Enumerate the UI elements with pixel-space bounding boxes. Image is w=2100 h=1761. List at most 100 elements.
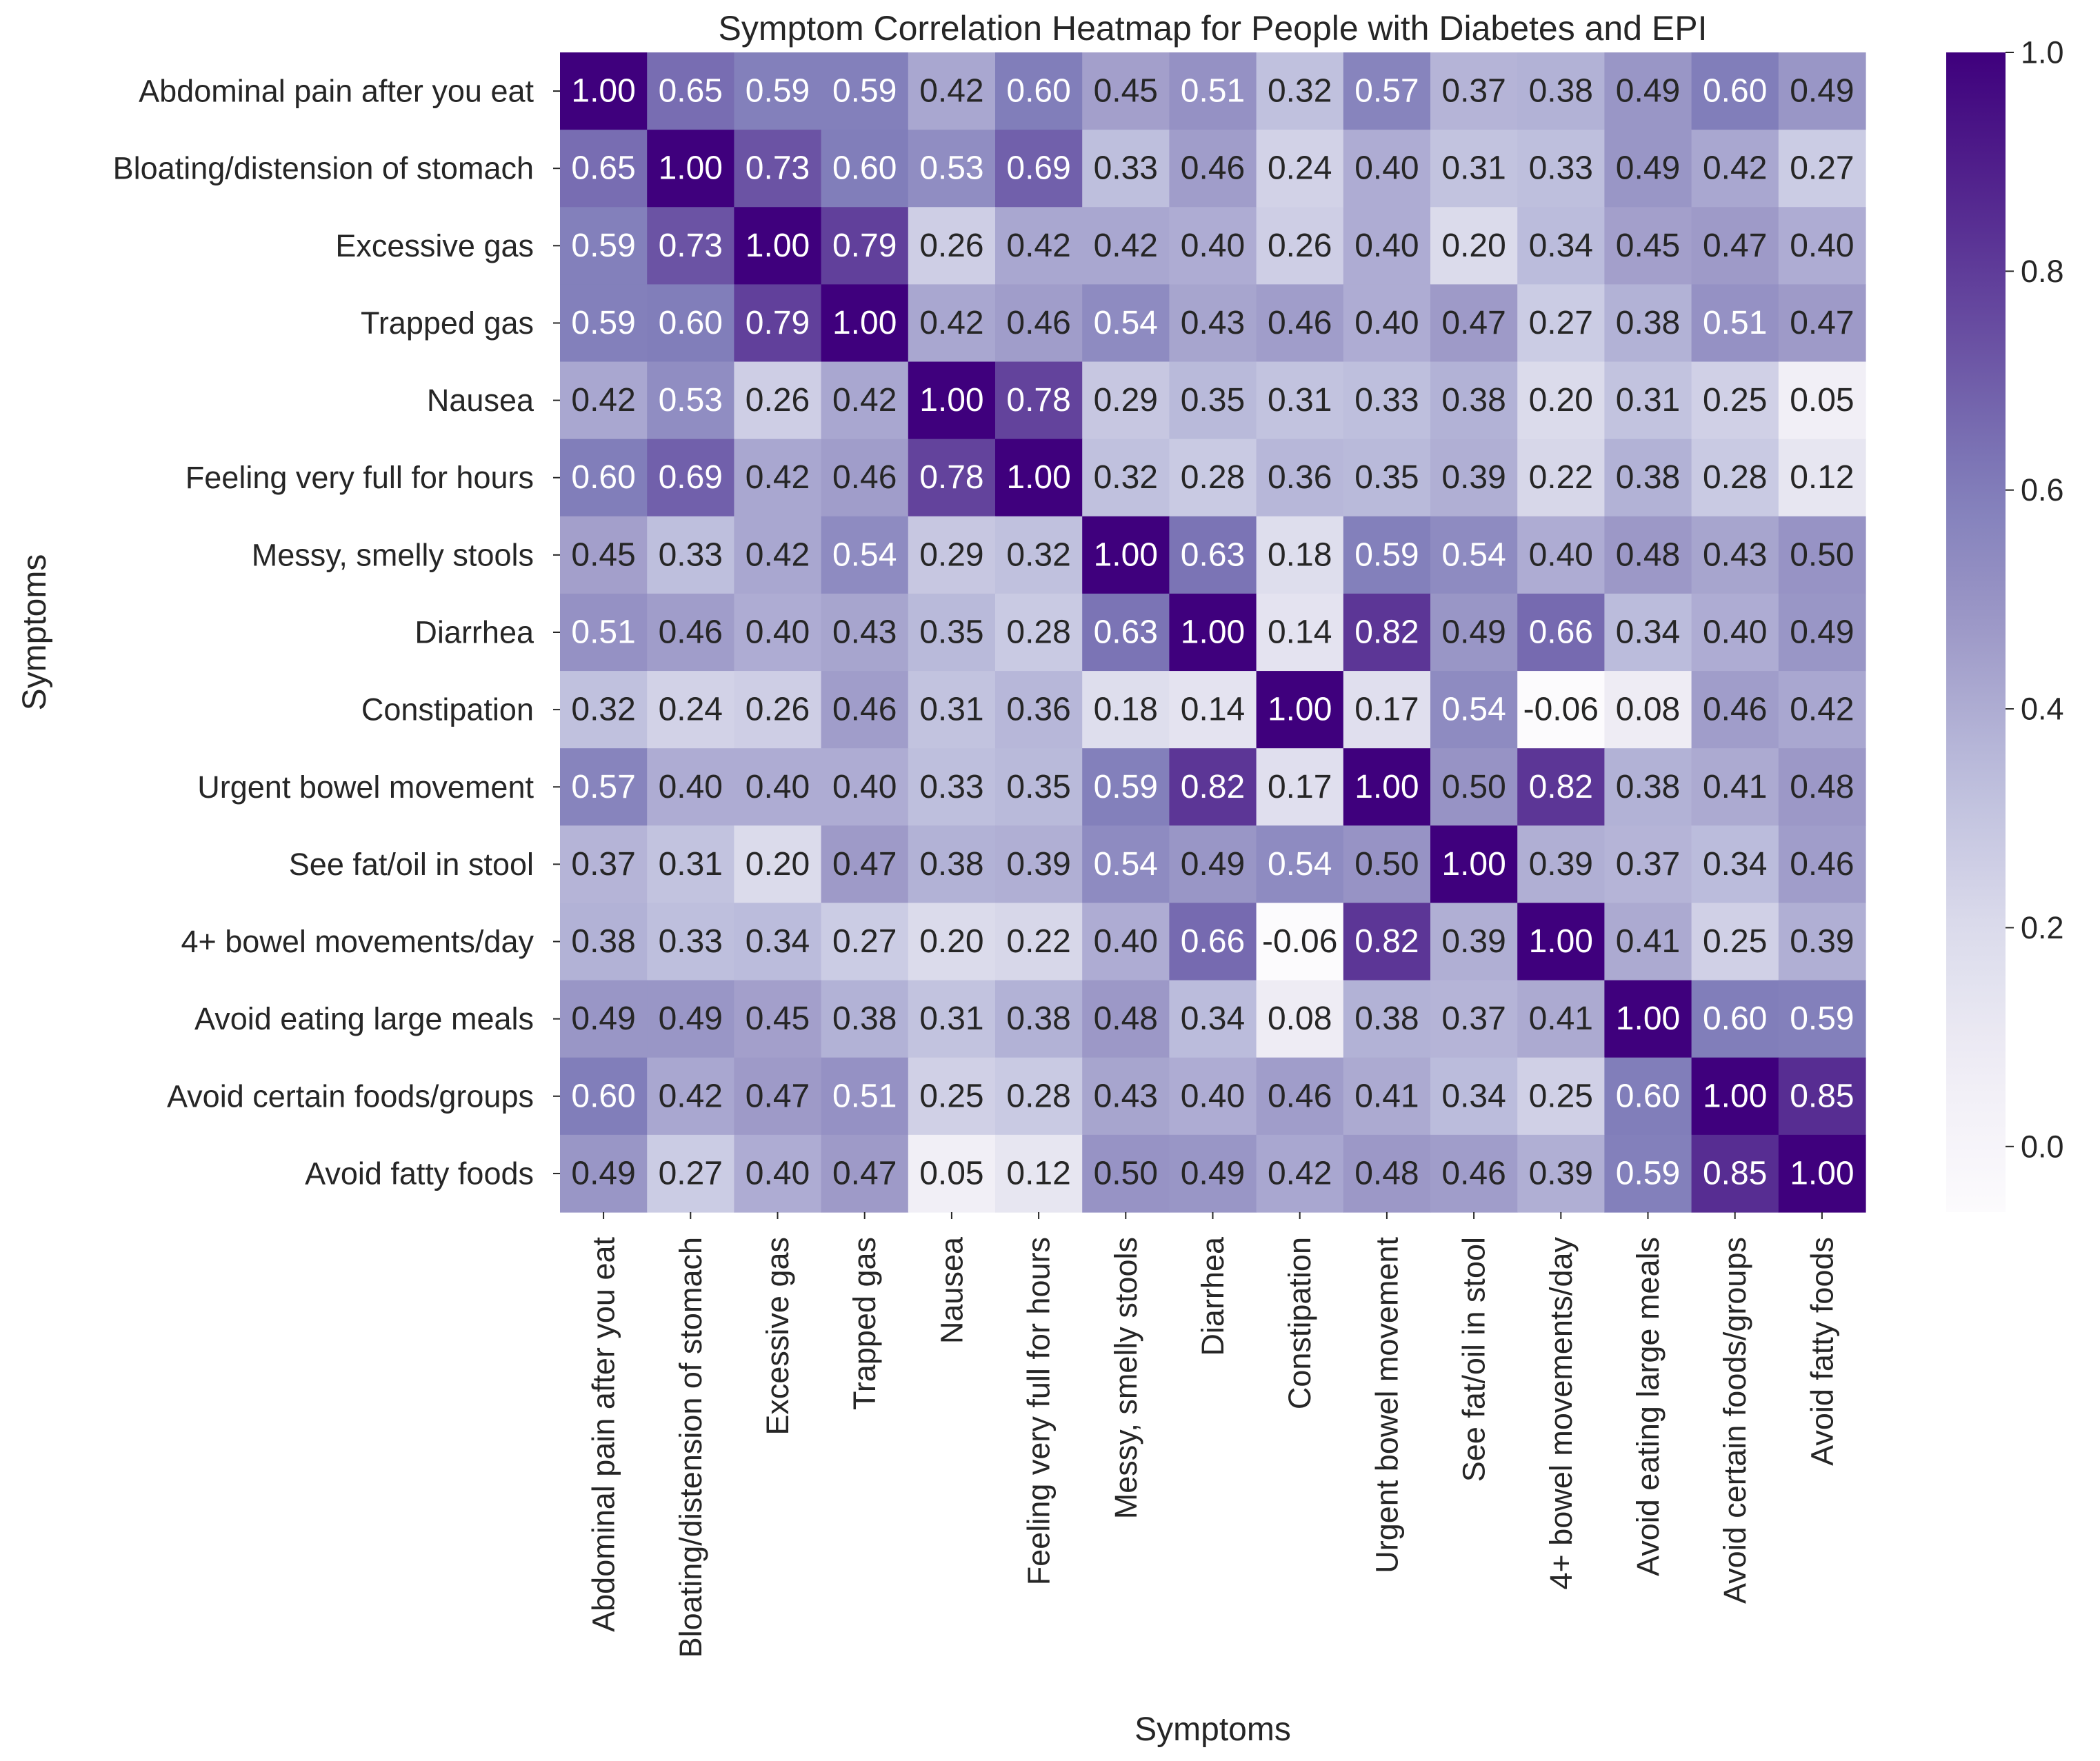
heatmap-cell [1256, 748, 1344, 826]
heatmap-cell [1082, 284, 1170, 363]
cell-value-label: 0.26 [746, 692, 810, 728]
cell-value-label: 0.69 [659, 459, 723, 496]
cell-value-label: 0.53 [659, 382, 723, 419]
heatmap-cell [1691, 980, 1779, 1058]
cell-value-label: 0.33 [1529, 150, 1593, 187]
heatmap-cell [1343, 825, 1431, 904]
y-tick-labels: Abdominal pain after you eat Bloating/dis… [113, 74, 560, 1191]
cell-value-label: 0.47 [746, 1078, 810, 1114]
heatmap-cell [1517, 130, 1605, 208]
heatmap-cell [1517, 748, 1605, 826]
heatmap-cell [1256, 207, 1344, 285]
heatmap-cell [1343, 1134, 1431, 1213]
cell-value-label: 1.00 [1181, 614, 1245, 651]
heatmap-cell [1082, 130, 1170, 208]
cell-value-label: 0.40 [746, 1155, 810, 1191]
heatmap-cell [1778, 130, 1866, 208]
cell-value-label: 0.26 [746, 382, 810, 419]
cell-value-label: 0.41 [1616, 923, 1680, 960]
heatmap-cell [560, 593, 648, 672]
cell-value-label: 0.37 [1441, 73, 1506, 110]
cell-value-label: 0.50 [1441, 769, 1506, 805]
heatmap-cell [1604, 207, 1692, 285]
heatmap-cell [908, 1134, 996, 1213]
heatmap-cell [1604, 130, 1692, 208]
cell-value-label: 0.46 [1441, 1155, 1506, 1191]
heatmap-cell [995, 130, 1083, 208]
cell-value-label: 0.42 [571, 382, 635, 419]
heatmap-cell [1517, 903, 1605, 981]
cell-value-label: 0.46 [832, 692, 897, 728]
cell-value-label: 0.59 [571, 228, 635, 264]
heatmap-cell [821, 671, 909, 749]
cell-value-label: 0.18 [1268, 536, 1332, 573]
heatmap-cell [995, 1057, 1083, 1136]
cell-value-label: 0.18 [1094, 692, 1158, 728]
heatmap-cell [647, 671, 734, 749]
cell-value-label: 0.20 [919, 923, 983, 960]
heatmap-cell [560, 748, 648, 826]
heatmap-cell [1778, 980, 1866, 1058]
heatmap-cell [560, 825, 648, 904]
cell-value-label: 0.33 [919, 769, 983, 805]
heatmap-cell [908, 980, 996, 1058]
x-tick-label: Constipation [1282, 1237, 1317, 1409]
cell-value-label: 0.28 [1703, 459, 1767, 496]
heatmap-cell [995, 284, 1083, 363]
colorbar: 0.0 0.2 0.4 0.6 0.8 1.0 [1946, 35, 2064, 1212]
cell-value-label: 0.27 [832, 923, 897, 960]
heatmap-cell [647, 825, 734, 904]
cell-value-label: 0.31 [659, 846, 723, 883]
cell-value-label: 0.47 [832, 846, 897, 883]
heatmap-cell [1082, 52, 1170, 130]
heatmap-cell [734, 748, 822, 826]
heatmap-cell [560, 207, 648, 285]
heatmap-cell [1604, 439, 1692, 517]
cell-value-label: 0.29 [919, 536, 983, 573]
heatmap-cell [995, 980, 1083, 1058]
x-tick-label: Excessive gas [760, 1237, 795, 1436]
cell-value-label: 0.85 [1790, 1078, 1854, 1114]
cell-value-label: 0.48 [1616, 536, 1680, 573]
x-tick-label: Urgent bowel movement [1369, 1237, 1404, 1573]
x-tick-label: Avoid certain foods/groups [1717, 1237, 1752, 1604]
heatmap-cell [1604, 1134, 1692, 1213]
x-tick-label: Feeling very full for hours [1021, 1237, 1057, 1585]
cell-value-label: 1.00 [1354, 769, 1419, 805]
heatmap-cell [821, 593, 909, 672]
heatmap-cell [995, 207, 1083, 285]
cell-value-label: 0.38 [1616, 305, 1680, 341]
heatmap-cell [1430, 825, 1518, 904]
heatmap-cell [821, 1057, 909, 1136]
cell-value-label: 0.40 [1790, 228, 1854, 264]
heatmap-cell [1691, 903, 1779, 981]
heatmap-cell [995, 361, 1083, 440]
cell-value-label: 0.25 [1703, 923, 1767, 960]
cell-value-label: 0.40 [1181, 228, 1245, 264]
heatmap-cell [1082, 1134, 1170, 1213]
cell-value-label: 0.33 [659, 923, 723, 960]
x-tick-label: Avoid eating large meals [1630, 1237, 1666, 1576]
heatmap-cell-labels: 1.00 0.65 0.59 0.59 0.42 0.60 0.45 0.51 0.32 0.57… [571, 73, 1854, 1192]
y-tick-label: See fat/oil in stool [289, 847, 534, 882]
cell-value-label: 0.49 [1181, 846, 1245, 883]
cell-value-label: 1.00 [919, 382, 983, 419]
heatmap-cell [1169, 593, 1257, 672]
heatmap-cell [1778, 516, 1866, 594]
cell-value-label: 0.38 [832, 1000, 897, 1037]
cell-value-label: 0.49 [1616, 150, 1680, 187]
cell-value-label: 0.49 [1790, 614, 1854, 651]
heatmap-cell [647, 1057, 734, 1136]
heatmap-cell [560, 903, 648, 981]
cell-value-label: 0.05 [1790, 382, 1854, 419]
heatmap-cell [647, 439, 734, 517]
cell-value-label: -0.06 [1523, 692, 1599, 728]
cell-value-label: 1.00 [1268, 692, 1332, 728]
heatmap-cell [1343, 207, 1431, 285]
cell-value-label: 0.59 [1616, 1155, 1680, 1191]
heatmap-cell [821, 207, 909, 285]
heatmap-cell [647, 516, 734, 594]
heatmap-cell [1517, 593, 1605, 672]
cell-value-label: 0.51 [1181, 73, 1245, 110]
heatmap-cell [734, 593, 822, 672]
